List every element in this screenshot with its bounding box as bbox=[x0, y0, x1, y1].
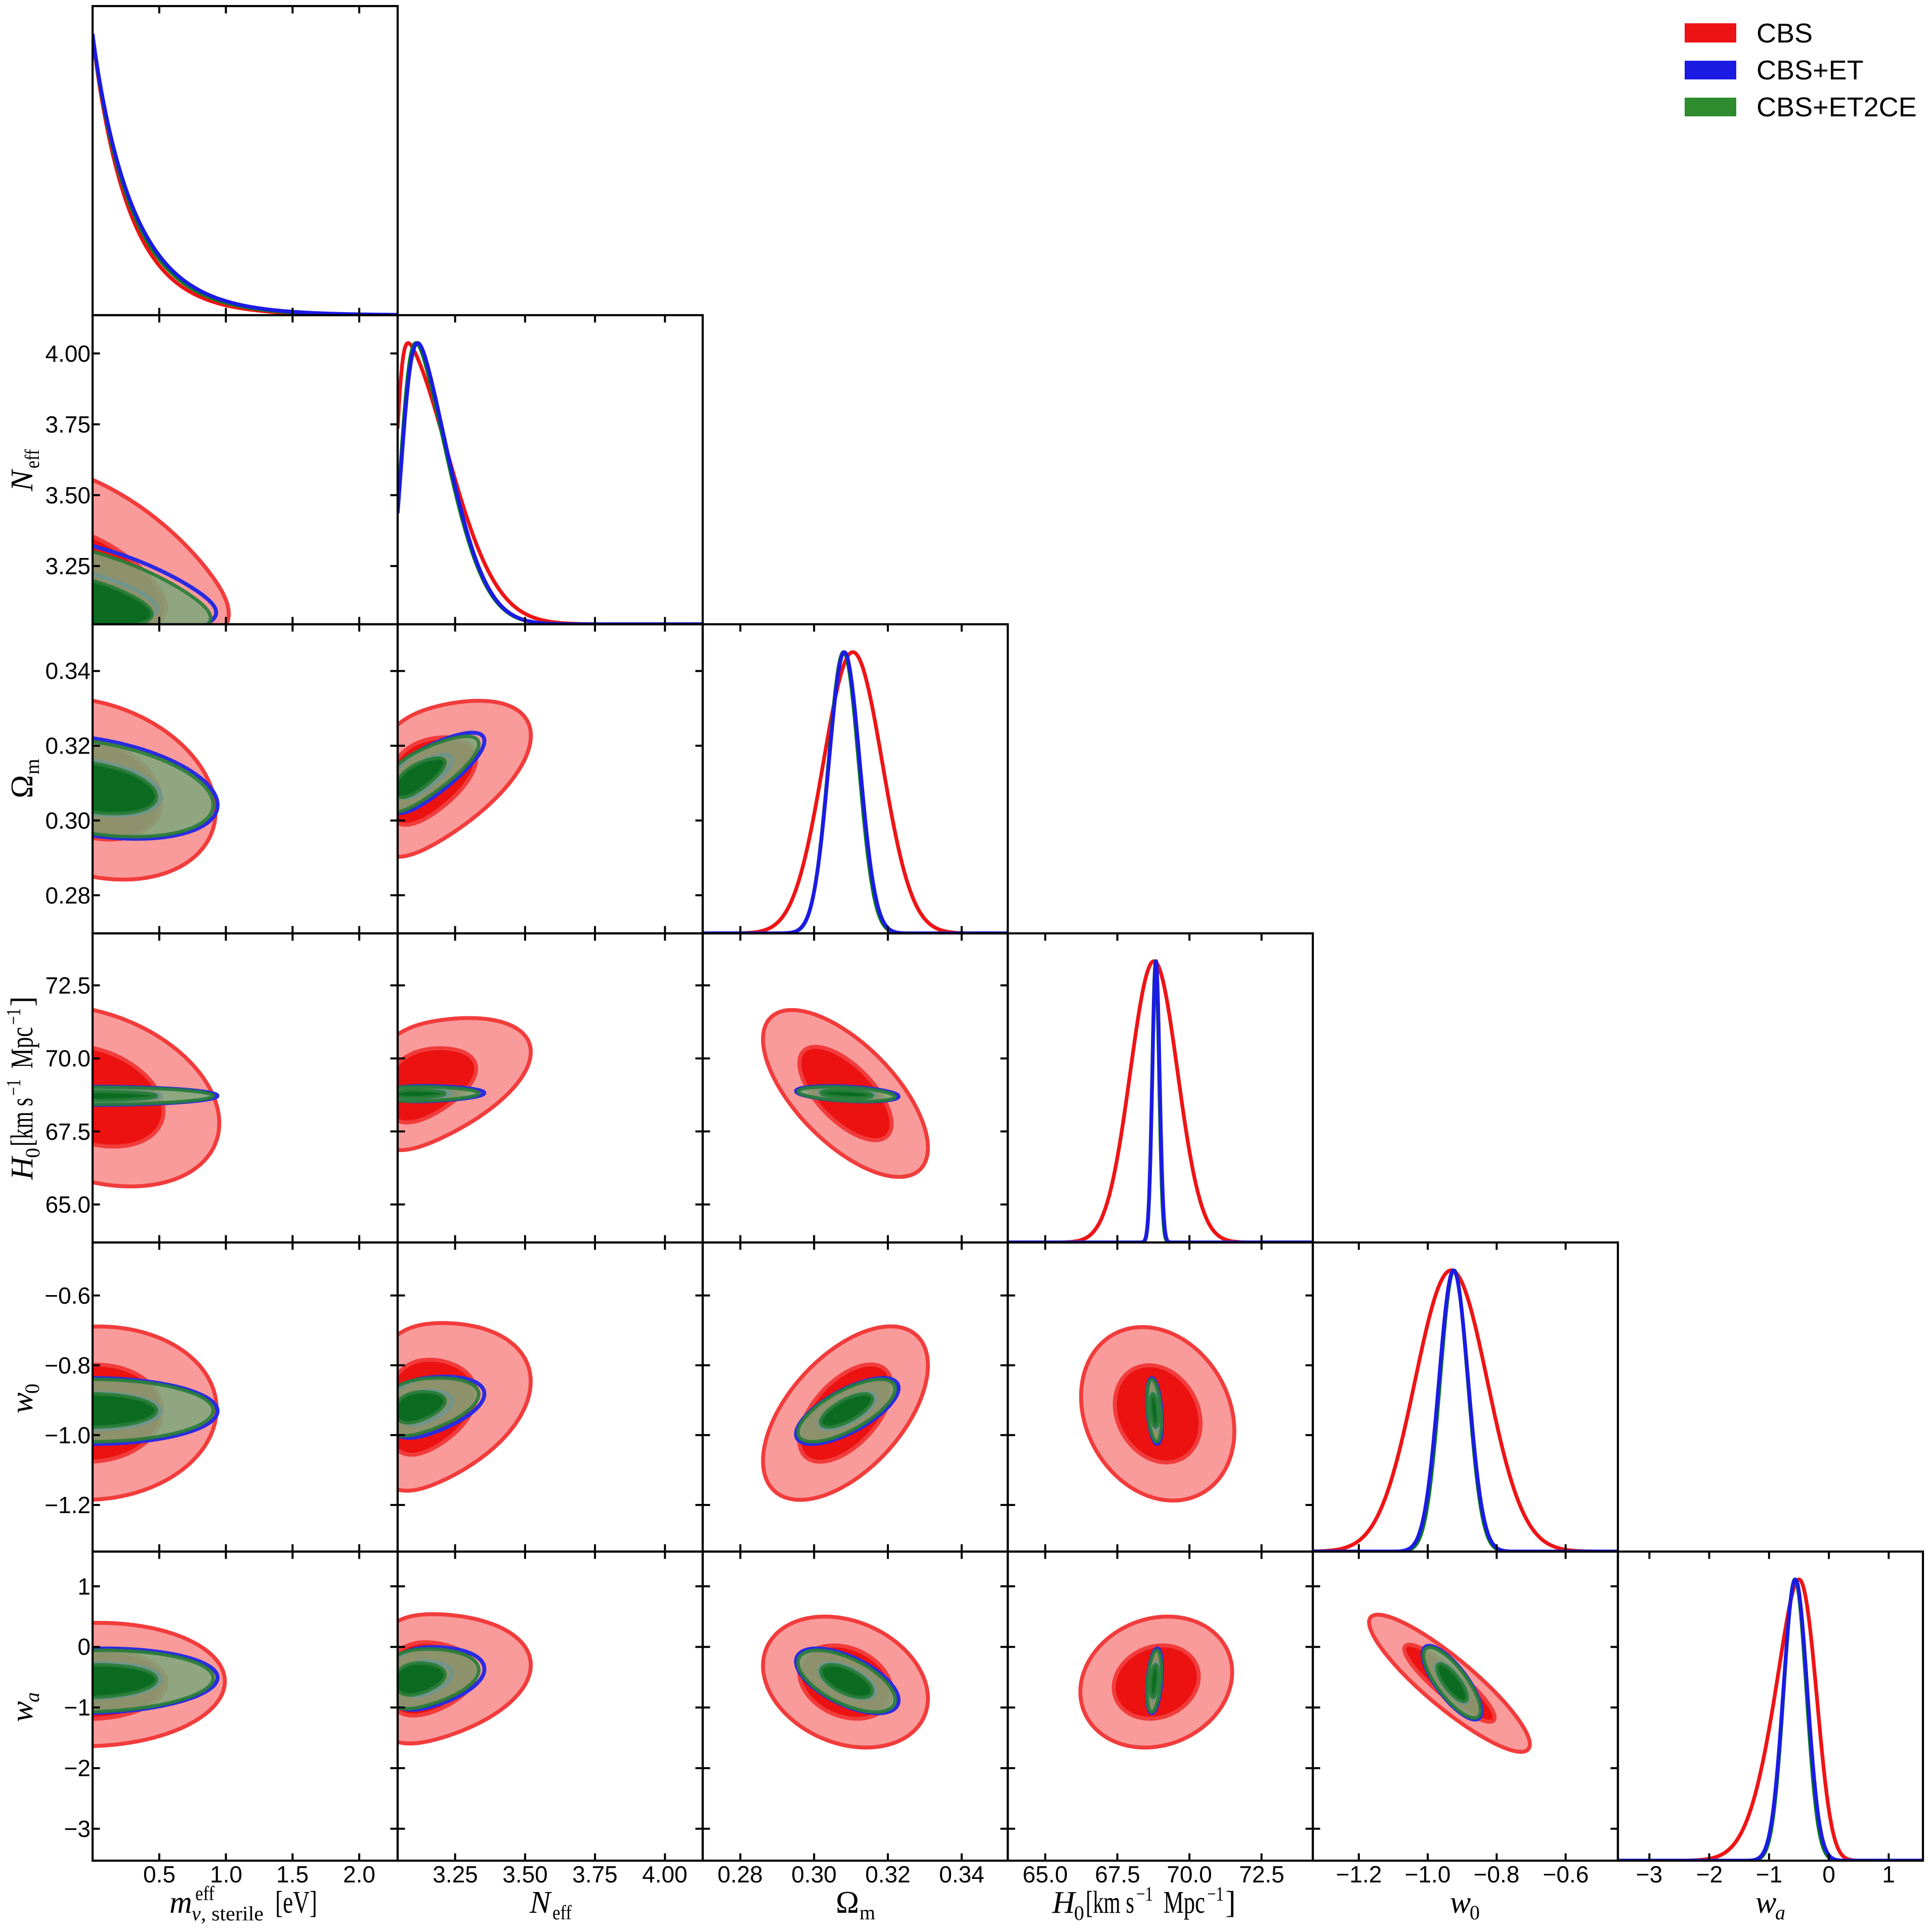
svg-text:3.50: 3.50 bbox=[502, 1861, 548, 1887]
svg-text:4.00: 4.00 bbox=[642, 1861, 688, 1887]
svg-text:a: a bbox=[1775, 1901, 1785, 1924]
svg-text:0.28: 0.28 bbox=[45, 882, 91, 909]
svg-text:0: 0 bbox=[21, 1148, 44, 1158]
svg-text:3.25: 3.25 bbox=[433, 1861, 478, 1887]
svg-text:0: 0 bbox=[77, 1634, 91, 1660]
svg-text:−1.0: −1.0 bbox=[1405, 1861, 1451, 1887]
svg-text:65.0: 65.0 bbox=[1022, 1861, 1068, 1887]
svg-text:eff: eff bbox=[552, 1901, 572, 1924]
svg-text:−3: −3 bbox=[1636, 1861, 1662, 1887]
svg-text:0.28: 0.28 bbox=[717, 1861, 763, 1887]
svg-text:−2: −2 bbox=[1696, 1861, 1723, 1887]
svg-text:ν: ν bbox=[192, 1902, 201, 1925]
svg-text:−1: −1 bbox=[64, 1694, 91, 1721]
svg-text:3.75: 3.75 bbox=[572, 1861, 618, 1887]
svg-text:−0.6: −0.6 bbox=[1543, 1861, 1589, 1887]
svg-text:67.5: 67.5 bbox=[45, 1119, 91, 1145]
svg-text:−1: −1 bbox=[1136, 1882, 1153, 1905]
svg-text:Mpc: Mpc bbox=[5, 1027, 39, 1068]
svg-text:−1.0: −1.0 bbox=[45, 1422, 91, 1448]
svg-text:w: w bbox=[1450, 1885, 1471, 1920]
svg-text:[eV]: [eV] bbox=[275, 1885, 317, 1920]
svg-text:−1: −1 bbox=[1756, 1861, 1782, 1887]
svg-text:0: 0 bbox=[1470, 1901, 1480, 1924]
svg-text:, sterile: , sterile bbox=[201, 1902, 264, 1925]
svg-text:−0.6: −0.6 bbox=[45, 1282, 91, 1309]
svg-text:]: ] bbox=[5, 996, 39, 1007]
svg-text:Ω: Ω bbox=[836, 1885, 859, 1920]
svg-text:3.75: 3.75 bbox=[45, 411, 91, 438]
svg-text:0.30: 0.30 bbox=[45, 807, 91, 834]
svg-text:H: H bbox=[1052, 1885, 1077, 1920]
svg-text:w: w bbox=[5, 1701, 39, 1722]
svg-text:Mpc: Mpc bbox=[1164, 1885, 1205, 1920]
svg-text:]: ] bbox=[1225, 1885, 1236, 1920]
svg-text:m: m bbox=[169, 1885, 192, 1920]
svg-text:H: H bbox=[5, 1155, 39, 1180]
svg-text:0: 0 bbox=[1822, 1861, 1835, 1887]
svg-text:w: w bbox=[5, 1393, 39, 1413]
svg-text:4.00: 4.00 bbox=[45, 340, 91, 367]
svg-text:65.0: 65.0 bbox=[45, 1191, 91, 1218]
svg-text:[km s: [km s bbox=[5, 1098, 39, 1146]
svg-text:−0.8: −0.8 bbox=[1474, 1861, 1520, 1887]
svg-text:−1: −1 bbox=[2, 1008, 25, 1025]
svg-text:Ω: Ω bbox=[5, 775, 39, 798]
svg-text:eff: eff bbox=[21, 449, 44, 468]
svg-text:eff: eff bbox=[195, 1882, 215, 1905]
svg-text:−3: −3 bbox=[64, 1816, 91, 1842]
svg-text:0.32: 0.32 bbox=[45, 733, 91, 759]
svg-text:1.0: 1.0 bbox=[210, 1861, 242, 1887]
svg-text:0.32: 0.32 bbox=[865, 1861, 911, 1887]
svg-text:a: a bbox=[21, 1692, 44, 1702]
svg-text:[km s: [km s bbox=[1086, 1885, 1134, 1920]
svg-text:−2: −2 bbox=[64, 1755, 91, 1781]
svg-text:−0.8: −0.8 bbox=[45, 1352, 91, 1379]
svg-text:−1: −1 bbox=[2, 1079, 25, 1096]
svg-text:0.5: 0.5 bbox=[143, 1861, 176, 1887]
svg-text:0.34: 0.34 bbox=[45, 658, 91, 684]
svg-text:w: w bbox=[1755, 1885, 1776, 1920]
svg-text:67.5: 67.5 bbox=[1095, 1861, 1140, 1887]
svg-text:2.0: 2.0 bbox=[343, 1861, 375, 1887]
svg-text:3.50: 3.50 bbox=[45, 482, 91, 508]
svg-text:3.25: 3.25 bbox=[45, 553, 91, 579]
svg-text:CBS+ET: CBS+ET bbox=[1756, 55, 1864, 85]
svg-text:0.30: 0.30 bbox=[791, 1861, 837, 1887]
svg-text:CBS: CBS bbox=[1756, 18, 1813, 49]
svg-text:m: m bbox=[21, 759, 44, 775]
svg-text:−1: −1 bbox=[1207, 1882, 1224, 1905]
svg-text:0.34: 0.34 bbox=[939, 1861, 984, 1887]
svg-text:N: N bbox=[529, 1885, 552, 1920]
svg-text:70.0: 70.0 bbox=[1167, 1861, 1212, 1887]
svg-text:−1.2: −1.2 bbox=[1336, 1861, 1382, 1887]
svg-text:72.5: 72.5 bbox=[1239, 1861, 1284, 1887]
svg-text:1.5: 1.5 bbox=[276, 1861, 309, 1887]
svg-text:CBS+ET2CE: CBS+ET2CE bbox=[1756, 92, 1917, 122]
svg-text:1: 1 bbox=[77, 1573, 91, 1600]
svg-text:N: N bbox=[5, 468, 39, 492]
svg-text:0: 0 bbox=[21, 1384, 44, 1394]
svg-text:m: m bbox=[860, 1901, 875, 1924]
svg-text:70.0: 70.0 bbox=[45, 1045, 91, 1071]
svg-text:1: 1 bbox=[1882, 1861, 1895, 1887]
svg-text:72.5: 72.5 bbox=[45, 972, 91, 999]
svg-text:0: 0 bbox=[1074, 1902, 1084, 1924]
svg-text:−1.2: −1.2 bbox=[45, 1492, 91, 1518]
